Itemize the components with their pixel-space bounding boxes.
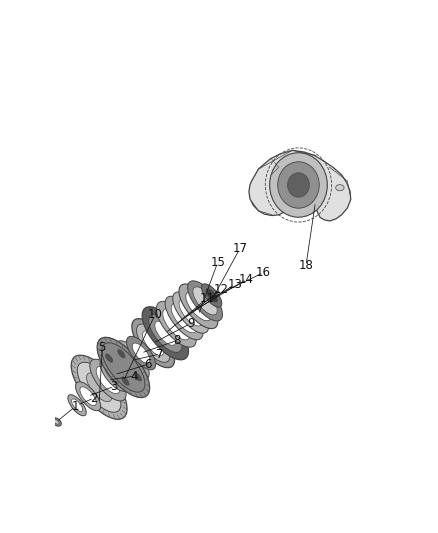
Ellipse shape [155,321,176,345]
Ellipse shape [68,394,86,416]
Ellipse shape [187,281,223,321]
Ellipse shape [122,377,129,385]
Ellipse shape [179,299,202,326]
Text: 5: 5 [99,341,106,354]
Text: 17: 17 [232,243,247,255]
Text: 1: 1 [71,400,79,413]
Text: 18: 18 [299,259,313,272]
Ellipse shape [336,184,344,191]
Text: 11: 11 [200,292,215,304]
Ellipse shape [75,382,101,411]
Ellipse shape [134,373,141,381]
Ellipse shape [171,303,197,333]
Text: 10: 10 [148,309,162,321]
Ellipse shape [173,292,208,333]
Text: 14: 14 [239,273,254,286]
Text: 12: 12 [214,283,229,296]
Text: 4: 4 [131,369,138,383]
Ellipse shape [96,367,120,394]
Ellipse shape [97,337,150,398]
Ellipse shape [106,354,113,362]
Ellipse shape [156,301,196,347]
Text: 9: 9 [187,317,194,330]
Ellipse shape [270,153,327,217]
Ellipse shape [201,284,222,307]
Text: 3: 3 [110,380,118,393]
Ellipse shape [54,419,59,424]
Ellipse shape [148,314,182,352]
Ellipse shape [287,173,309,197]
Ellipse shape [52,418,61,426]
Ellipse shape [71,399,83,411]
Ellipse shape [127,336,155,370]
Text: 15: 15 [210,256,225,269]
Ellipse shape [186,292,211,321]
Text: 7: 7 [156,348,164,360]
Text: 13: 13 [227,278,242,291]
Ellipse shape [132,319,175,368]
Ellipse shape [115,341,149,380]
Ellipse shape [71,355,127,419]
Ellipse shape [102,343,145,392]
Ellipse shape [142,331,164,356]
Ellipse shape [132,343,150,363]
Ellipse shape [163,309,190,340]
Ellipse shape [105,364,124,385]
Ellipse shape [165,296,203,340]
Ellipse shape [78,362,121,413]
Text: 2: 2 [90,392,98,405]
Polygon shape [249,150,351,221]
Ellipse shape [142,306,188,360]
Ellipse shape [100,358,129,391]
Ellipse shape [90,359,126,401]
Ellipse shape [179,284,218,329]
Ellipse shape [193,287,217,315]
Ellipse shape [206,289,217,302]
Ellipse shape [118,350,125,358]
Ellipse shape [80,387,96,406]
Text: 8: 8 [173,334,180,347]
Ellipse shape [121,348,143,373]
Text: 16: 16 [256,266,271,279]
Ellipse shape [137,324,170,362]
Ellipse shape [278,161,319,208]
Text: 6: 6 [145,358,152,371]
Ellipse shape [87,373,112,402]
